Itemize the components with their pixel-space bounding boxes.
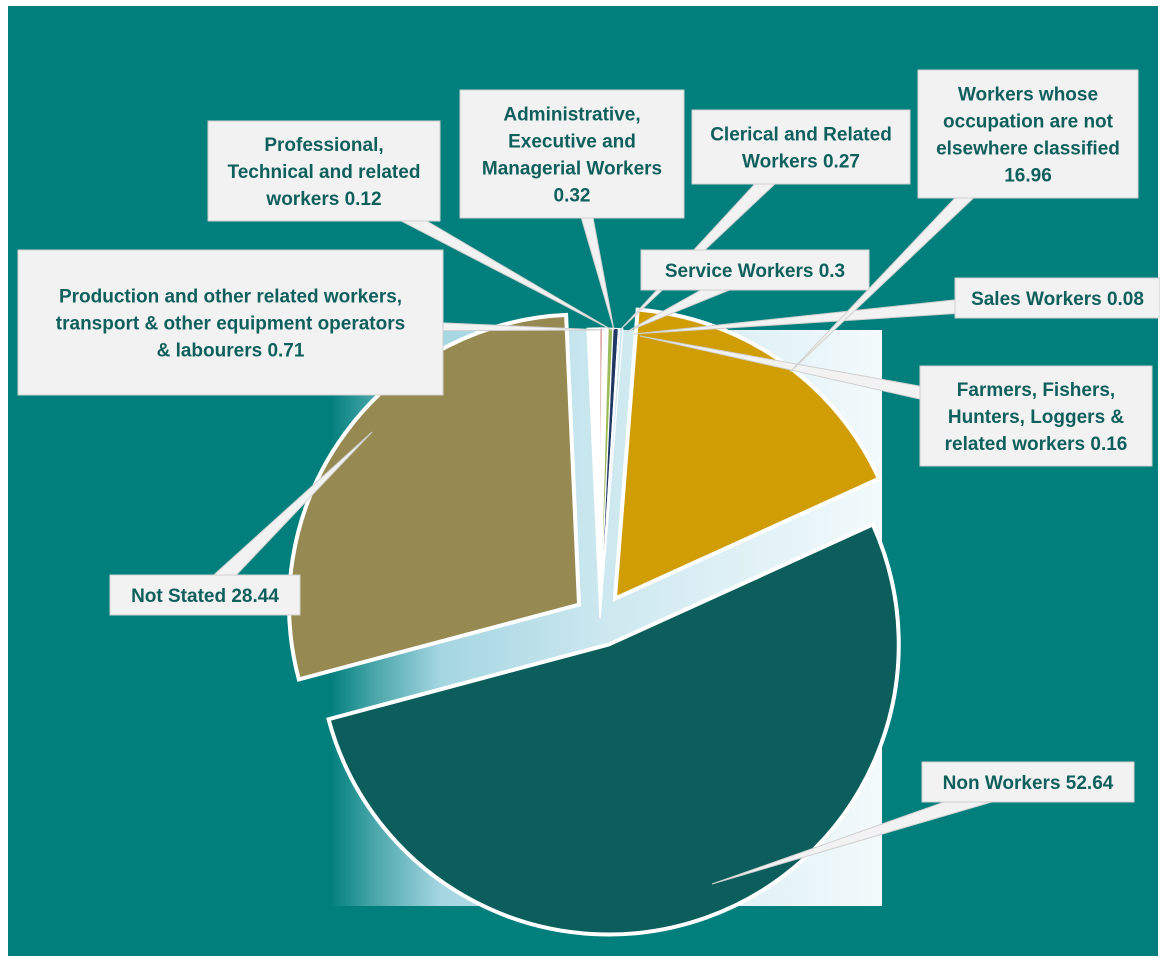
callout-box — [207, 120, 441, 222]
data-label-line: & labourers 0.71 — [157, 341, 305, 362]
pie-slice-production-and-other-related-workers-transport-other-equipment-operators-labourers — [586, 327, 601, 619]
data-label-line: Clerical and Related — [710, 125, 892, 146]
pie-slice-non-workers — [326, 521, 901, 937]
data-label-line: Managerial Workers — [482, 159, 662, 180]
callout-box — [917, 69, 1139, 199]
data-label-line: Non Workers 52.64 — [943, 773, 1114, 794]
callout-administrative-executive-and-managerial-workers: Administrative, Executive and Managerial W… — [459, 89, 685, 219]
data-label-line: 0.32 — [554, 186, 591, 207]
data-label-line: occupation are not — [943, 112, 1114, 133]
callout-box — [459, 89, 685, 219]
callout-box — [921, 761, 1135, 803]
data-label-line: transport & other equipment operators — [56, 314, 405, 335]
callout-sales-workers: Sales Workers 0.08 — [954, 277, 1160, 319]
callout-workers-whose-occupation-are-not-elsewhere-classified: Workers whose occupation are not elsewhere… — [917, 69, 1139, 199]
data-label-line: Farmers, Fishers, — [957, 380, 1115, 401]
callout-production-and-other-related-workers-transport-other-equipment-operators-labourers: Production and other related workers, tra… — [17, 249, 444, 396]
callout-not-stated: Not Stated 28.44 — [109, 574, 301, 616]
data-label-line: Sales Workers 0.08 — [971, 289, 1144, 310]
callout-non-workers: Non Workers 52.64 — [921, 761, 1135, 803]
data-label-line: Service Workers 0.3 — [665, 261, 845, 282]
data-label-line: Administrative, — [503, 105, 640, 126]
data-label-line: Technical and related — [228, 162, 421, 183]
data-label-line: related workers 0.16 — [945, 434, 1128, 455]
data-label-line: elsewhere classified — [936, 139, 1120, 160]
callout-service-workers: Service Workers 0.3 — [640, 249, 870, 291]
callout-box — [640, 249, 870, 291]
data-label-line: workers 0.12 — [265, 189, 381, 210]
callout-box — [919, 365, 1153, 467]
callout-box — [17, 249, 444, 396]
data-label-line: Hunters, Loggers & — [948, 407, 1125, 428]
callout-clerical-and-related-workers: Clerical and Related Workers 0.27 — [691, 109, 911, 185]
data-label-line: 16.96 — [1004, 166, 1052, 187]
callout-box — [109, 574, 301, 616]
callout-box — [954, 277, 1160, 319]
data-label-line: Professional, — [264, 135, 383, 156]
data-label-line: Workers 0.27 — [742, 152, 860, 173]
data-label-line: Not Stated 28.44 — [131, 586, 279, 607]
callout-box — [691, 109, 911, 185]
callout-professional-technical-and-related-workers: Professional, Technical and related worker… — [207, 120, 441, 222]
data-label-line: Workers whose — [958, 85, 1098, 106]
pie-slices — [287, 307, 901, 937]
data-label-line: Production and other related workers, — [59, 287, 402, 308]
data-label-callouts: Professional, Technical and related worker… — [17, 69, 1160, 803]
data-label-line: Executive and — [508, 132, 636, 153]
callout-farmers-fishers-hunters-loggers-related-workers: Farmers, Fishers, Hunters, Loggers & relat… — [919, 365, 1153, 467]
